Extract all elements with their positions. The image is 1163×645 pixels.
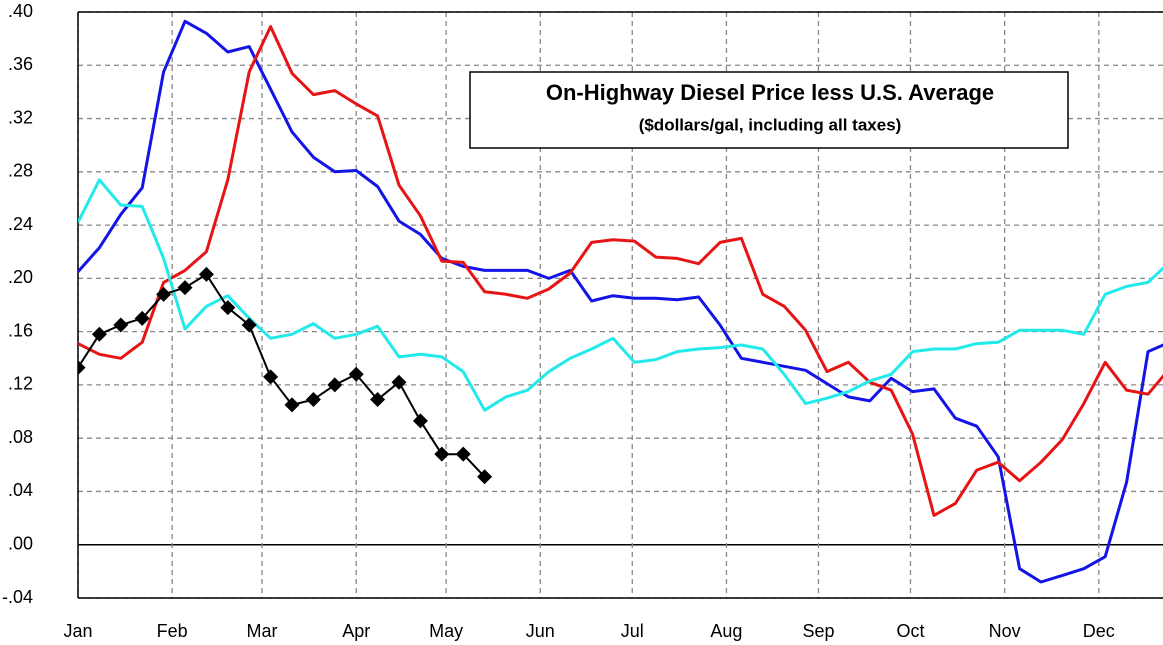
series-line: [78, 19, 1163, 584]
y-tick-label: .04: [8, 480, 33, 500]
x-tick-label: Jan: [63, 621, 92, 641]
diamond-marker: [412, 413, 428, 429]
y-tick-label: .40: [8, 1, 33, 21]
diamond-marker: [78, 360, 86, 376]
diamond-marker: [348, 366, 364, 382]
diamond-marker: [198, 266, 214, 282]
diamond-marker: [284, 397, 300, 413]
x-tick-label: Mar: [247, 621, 278, 641]
diamond-marker: [327, 377, 343, 393]
x-tick-label: Apr: [342, 621, 370, 641]
chart-title: On-Highway Diesel Price less U.S. Averag…: [546, 80, 994, 105]
x-tick-label: Jul: [621, 621, 644, 641]
x-tick-label: Dec: [1083, 621, 1115, 641]
diamond-marker: [305, 392, 321, 408]
x-tick-label: Aug: [710, 621, 742, 641]
diamond-marker: [134, 310, 150, 326]
diamond-marker: [370, 392, 386, 408]
diamond-marker: [477, 469, 493, 485]
y-tick-label: .20: [8, 267, 33, 287]
y-tick-label: .16: [8, 320, 33, 340]
series-line: [78, 25, 1163, 517]
series-line: [78, 273, 486, 478]
diamond-marker: [220, 300, 236, 316]
x-tick-label: Oct: [896, 621, 924, 641]
diamond-marker: [156, 286, 172, 302]
diamond-marker: [391, 374, 407, 390]
diamond-marker: [263, 369, 279, 385]
x-tick-label: Sep: [802, 621, 834, 641]
diamond-marker: [113, 317, 129, 333]
y-tick-label: .24: [8, 214, 33, 234]
series-layer: [78, 19, 1163, 584]
diamond-marker: [91, 326, 107, 342]
y-tick-label: -.04: [2, 587, 33, 607]
diamond-marker: [241, 317, 257, 333]
y-tick-label: .36: [8, 54, 33, 74]
x-tick-label: May: [429, 621, 463, 641]
diamond-marker: [455, 446, 471, 462]
x-tick-label: Feb: [157, 621, 188, 641]
y-tick-label: .12: [8, 374, 33, 394]
diamond-marker: [434, 446, 450, 462]
chart-subtitle: ($dollars/gal, including all taxes): [639, 115, 902, 134]
y-tick-label: .32: [8, 107, 33, 127]
y-tick-label: .28: [8, 161, 33, 181]
x-tick-label: Nov: [989, 621, 1021, 641]
diamond-marker: [177, 280, 193, 296]
y-tick-label: .08: [8, 427, 33, 447]
y-tick-label: .00: [8, 533, 33, 553]
x-tick-label: Jun: [526, 621, 555, 641]
title-box: [469, 71, 1069, 149]
series-line: [78, 178, 1163, 412]
